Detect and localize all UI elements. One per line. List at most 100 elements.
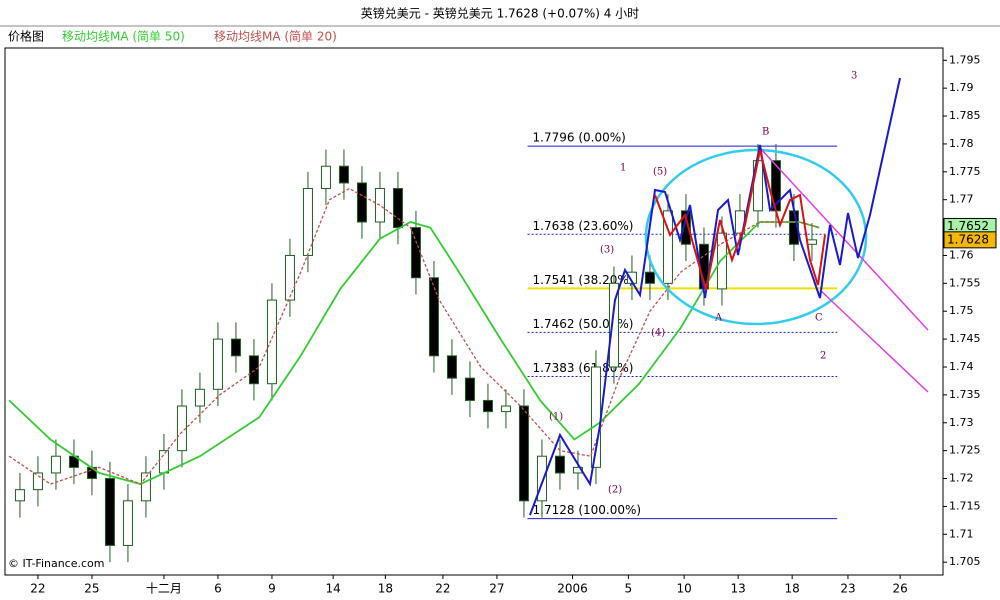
y-tick-label: 1.735 xyxy=(949,388,981,401)
wave-label: C xyxy=(815,313,823,324)
y-tick-label: 1.775 xyxy=(949,165,981,178)
candle-body xyxy=(374,188,385,223)
y-tick-label: 1.715 xyxy=(949,499,981,512)
candle-body xyxy=(392,188,403,229)
x-tick-label: 5 xyxy=(625,582,633,596)
y-tick-label: 1.785 xyxy=(949,109,981,122)
candle-body xyxy=(194,388,205,407)
candle-body xyxy=(464,377,475,401)
candle-body xyxy=(356,182,367,223)
candle-body xyxy=(716,232,727,290)
candle-body xyxy=(806,239,817,245)
wave-label: 2 xyxy=(820,351,826,362)
candle-body xyxy=(446,355,457,379)
candle-body xyxy=(680,210,691,245)
candle-body xyxy=(428,277,439,357)
candle-body xyxy=(554,455,565,474)
y-tick-label: 1.705 xyxy=(949,555,981,568)
ma-price-label: 1.7652 xyxy=(947,219,989,233)
fib-label: 1.7541 (38.20%) xyxy=(533,273,634,287)
candle-body xyxy=(320,165,331,190)
candle-body xyxy=(14,489,25,502)
y-tick-label: 1.78 xyxy=(949,137,974,150)
candle-body xyxy=(644,271,655,284)
wave-label: 3 xyxy=(851,71,857,82)
x-tick-label: 25 xyxy=(84,582,99,596)
chart-title: 英镑兑美元 - 英镑兑美元 1.7628 (+0.07%) 4 小时 xyxy=(361,6,639,21)
y-tick-label: 1.725 xyxy=(949,444,981,457)
y-tick-label: 1.79 xyxy=(949,81,974,94)
legend-entry: 移动均线MA (简单 50) xyxy=(62,30,185,44)
candle-body xyxy=(230,338,241,357)
x-tick-label: 18 xyxy=(378,582,393,596)
candle-body xyxy=(518,405,529,502)
x-tick-label: 22 xyxy=(30,582,45,596)
legend-entry: 移动均线MA (简单 20) xyxy=(214,30,337,44)
wave-path xyxy=(529,77,901,516)
candle-body xyxy=(500,405,511,413)
wave-label: A xyxy=(714,313,723,324)
x-tick-label: 22 xyxy=(435,582,450,596)
last-price-label: 1.7628 xyxy=(947,232,989,246)
y-tick-label: 1.76 xyxy=(949,248,974,261)
candle-body xyxy=(32,472,43,491)
candle-body xyxy=(176,405,187,452)
fib-label: 1.7638 (23.60%) xyxy=(533,219,634,233)
x-tick-label: 27 xyxy=(489,582,504,596)
channel-line xyxy=(819,289,929,393)
y-tick-label: 1.72 xyxy=(949,472,974,485)
x-tick-label: 13 xyxy=(731,582,746,596)
candle-body xyxy=(248,355,259,385)
ma-line xyxy=(8,221,820,486)
x-tick-label: 14 xyxy=(326,582,341,596)
wave-drawings: 1 (5) (3) (4) (1) (2) A B C 2 3 xyxy=(529,71,929,516)
x-tick-label: 十二月 xyxy=(146,582,182,596)
last-price-box xyxy=(943,231,997,249)
y-tick-label: 1.74 xyxy=(949,360,974,373)
highlight-ellipse xyxy=(644,148,868,326)
candle-body xyxy=(338,165,349,184)
x-tick-label: 6 xyxy=(214,582,222,596)
wave-label: 1 xyxy=(620,163,626,174)
candle-body xyxy=(536,455,547,502)
y-tick-label: 1.75 xyxy=(949,304,974,317)
wave-path xyxy=(654,149,826,291)
candle-body xyxy=(608,282,619,368)
x-tick-label: 23 xyxy=(840,582,855,596)
candle-body xyxy=(122,500,133,546)
wave-label: (4) xyxy=(651,328,665,339)
plot-frame xyxy=(4,47,944,576)
candle-body xyxy=(212,338,223,390)
y-tick-label: 1.745 xyxy=(949,332,981,345)
fib-label: 1.7462 (50.00%) xyxy=(533,317,634,331)
candle-body xyxy=(140,472,151,502)
y-tick-label: 1.73 xyxy=(949,416,974,429)
x-tick-label: 2006 xyxy=(557,582,588,596)
legend-entry: 价格图 xyxy=(8,29,44,44)
candle-body xyxy=(104,478,115,546)
x-tick-label: 18 xyxy=(785,582,800,596)
candle-body xyxy=(482,399,493,413)
y-tick-label: 1.77 xyxy=(949,193,974,206)
y-tick-label: 1.795 xyxy=(949,53,981,66)
candle-body xyxy=(266,299,277,385)
x-tick-label: 26 xyxy=(893,582,908,596)
fib-label: 1.7128 (100.00%) xyxy=(533,503,642,517)
wave-label: (5) xyxy=(653,167,667,178)
x-tick-label: 10 xyxy=(677,582,692,596)
x-tick-label: 9 xyxy=(268,582,276,596)
wave-label: (3) xyxy=(600,245,614,256)
wave-label: B xyxy=(762,127,769,138)
candle-body xyxy=(410,227,421,279)
y-tick-label: 1.755 xyxy=(949,276,981,289)
candle-body xyxy=(662,210,673,284)
watermark: © IT-Finance.com xyxy=(8,557,105,570)
wave-label: (1) xyxy=(549,412,563,423)
candle-body xyxy=(284,254,295,301)
fib-label: 1.7796 (0.00%) xyxy=(533,131,626,145)
y-tick-label: 1.71 xyxy=(949,527,974,540)
wave-label: (2) xyxy=(608,485,622,496)
candle-body xyxy=(158,450,169,474)
candle-body xyxy=(50,455,61,474)
